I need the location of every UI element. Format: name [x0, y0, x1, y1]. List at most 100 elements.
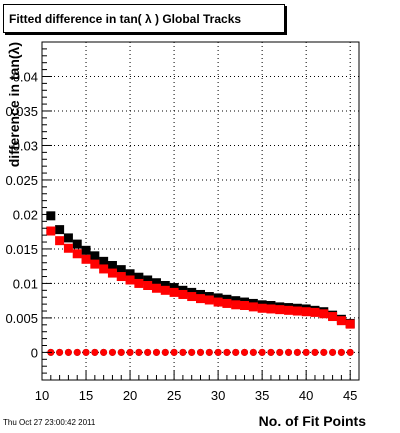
- y-tick-label: 0.04: [13, 69, 38, 84]
- series-2: [46, 226, 355, 329]
- data-point-square: [55, 225, 65, 235]
- data-point-square: [248, 302, 258, 312]
- data-point-square: [257, 303, 267, 313]
- data-point-square: [319, 309, 329, 319]
- y-tick-label: 0.01: [13, 276, 38, 291]
- data-point-square: [116, 272, 126, 282]
- data-point-circle: [346, 348, 354, 356]
- data-point-circle: [241, 348, 249, 356]
- data-point-circle: [249, 348, 257, 356]
- x-axis-title: No. of Fit Points: [259, 413, 367, 429]
- data-point-circle: [82, 348, 90, 356]
- data-point-circle: [135, 348, 143, 356]
- chart-title: Fitted difference in tan( λ ) Global Tra…: [9, 11, 242, 26]
- y-tick-label: 0.025: [5, 173, 38, 188]
- data-point-circle: [320, 348, 328, 356]
- data-point-square: [134, 272, 144, 282]
- data-point-square: [151, 278, 161, 288]
- y-tick-label: 0.035: [5, 104, 38, 119]
- data-point-circle: [267, 348, 275, 356]
- x-tick-label: 45: [343, 388, 357, 403]
- data-point-square: [301, 307, 311, 317]
- x-tick-label: 40: [299, 388, 313, 403]
- data-point-circle: [91, 348, 99, 356]
- data-point-square: [143, 280, 153, 290]
- data-point-square: [160, 280, 170, 290]
- data-point-square: [169, 287, 179, 297]
- data-point-square: [107, 260, 117, 270]
- x-tick-label: 35: [255, 388, 269, 403]
- y-axis-title: difference in tan(λ): [6, 42, 22, 167]
- x-tick-label: 15: [79, 388, 93, 403]
- data-point-square: [204, 295, 214, 305]
- y-tick-label: 0.03: [13, 138, 38, 153]
- timestamp: Thu Oct 27 23:00:42 2011: [3, 418, 96, 427]
- data-point-square: [143, 275, 153, 285]
- data-markers: [46, 211, 355, 356]
- data-point-square: [46, 226, 56, 236]
- series-4: [47, 348, 354, 356]
- data-point-square: [266, 304, 276, 314]
- data-point-circle: [126, 348, 134, 356]
- data-point-circle: [56, 348, 64, 356]
- data-point-square: [99, 256, 109, 266]
- data-point-square: [336, 316, 346, 326]
- data-point-square: [151, 283, 161, 293]
- data-point-circle: [311, 348, 319, 356]
- data-point-square: [99, 264, 109, 274]
- data-point-square: [63, 233, 73, 243]
- data-point-square: [81, 245, 91, 255]
- data-point-square: [160, 285, 170, 295]
- data-point-square: [187, 292, 197, 302]
- data-point-square: [240, 301, 250, 311]
- data-point-circle: [205, 348, 213, 356]
- data-point-square: [345, 319, 355, 329]
- x-tick-label: 30: [211, 388, 225, 403]
- data-point-square: [222, 298, 232, 308]
- data-point-circle: [179, 348, 187, 356]
- data-point-square: [90, 251, 100, 261]
- data-point-circle: [285, 348, 293, 356]
- x-tick-label: 10: [35, 388, 49, 403]
- plot-frame: [41, 41, 360, 381]
- axis-ticks: [41, 48, 360, 381]
- data-point-square: [134, 278, 144, 288]
- y-tick-label: 0.02: [13, 207, 38, 222]
- data-point-circle: [170, 348, 178, 356]
- data-point-circle: [161, 348, 169, 356]
- grid-lines: [41, 42, 359, 380]
- data-point-square: [72, 239, 82, 249]
- data-point-square: [72, 249, 82, 259]
- data-point-circle: [152, 348, 160, 356]
- data-point-circle: [223, 348, 231, 356]
- data-point-circle: [232, 348, 240, 356]
- data-point-square: [46, 211, 56, 221]
- y-tick-label: 0.005: [5, 311, 38, 326]
- data-point-square: [292, 306, 302, 316]
- y-tick-label: 0.015: [5, 242, 38, 257]
- data-point-circle: [117, 348, 125, 356]
- data-point-square: [231, 300, 241, 310]
- data-point-circle: [197, 348, 204, 356]
- data-point-circle: [293, 348, 301, 356]
- data-point-circle: [258, 348, 266, 356]
- data-point-square: [116, 265, 126, 275]
- data-point-square: [107, 268, 117, 278]
- data-point-circle: [302, 348, 310, 356]
- y-tick-label: 0: [31, 345, 38, 360]
- data-point-square: [275, 305, 285, 315]
- x-tick-label: 25: [167, 388, 181, 403]
- data-point-square: [328, 312, 338, 322]
- data-point-square: [125, 269, 135, 279]
- data-point-circle: [108, 348, 116, 356]
- data-point-circle: [73, 348, 81, 356]
- data-point-square: [284, 305, 294, 315]
- data-point-square: [125, 275, 135, 285]
- data-point-square: [196, 294, 205, 304]
- data-point-circle: [329, 348, 337, 356]
- data-point-square: [178, 289, 188, 299]
- data-point-square: [310, 307, 320, 317]
- chart-title-box: Fitted difference in tan( λ ) Global Tra…: [3, 4, 285, 33]
- data-point-circle: [100, 348, 108, 356]
